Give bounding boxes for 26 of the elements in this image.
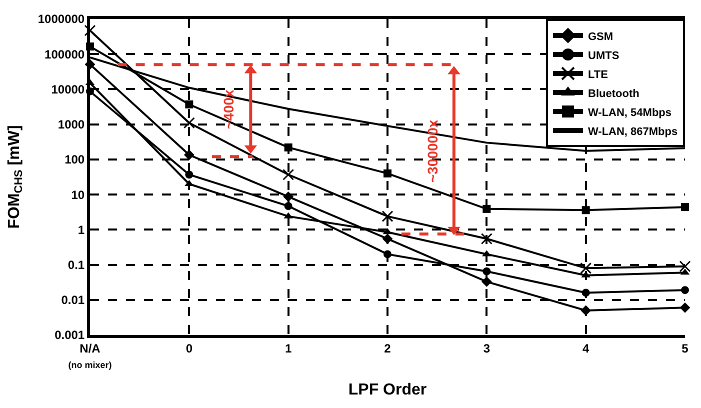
x-tick-label: N/A (no mixer) [68,341,112,370]
y-tick-label: 100000 [44,47,85,62]
legend-label: LTE [588,68,608,81]
y-tick-label: 0.001 [54,328,85,342]
annotation: ~400x [220,89,236,129]
x-tick-label: 1 [284,341,292,356]
x-axis-title: LPF Order [348,382,427,399]
y-tick-label: 1000000 [38,12,85,26]
x-tick-label: 5 [682,341,689,356]
x-tick-label: 0 [186,341,193,356]
y-tick-label: 1000 [58,118,85,132]
x-tick-label: 4 [582,341,590,356]
y-tick-label: 0.1 [68,258,85,272]
x-tick-label: 3 [483,341,490,356]
legend-label: UMTS [588,50,620,62]
y-tick-label: 10000 [51,82,85,96]
y-tick-label: 10 [71,188,85,202]
annotation: ~300000x [424,120,440,183]
y-tick-label: 0.01 [61,293,85,308]
legend-label: W-LAN, 867Mbps [588,126,678,138]
y-tick-label: 100 [64,152,85,167]
x-tick-label: 2 [384,341,392,356]
legend-label: W-LAN, 54Mbps [588,106,672,119]
y-tick-label: 1 [78,222,85,237]
legend-label: Bluetooth [588,88,640,100]
legend-label: GSM [588,30,614,43]
